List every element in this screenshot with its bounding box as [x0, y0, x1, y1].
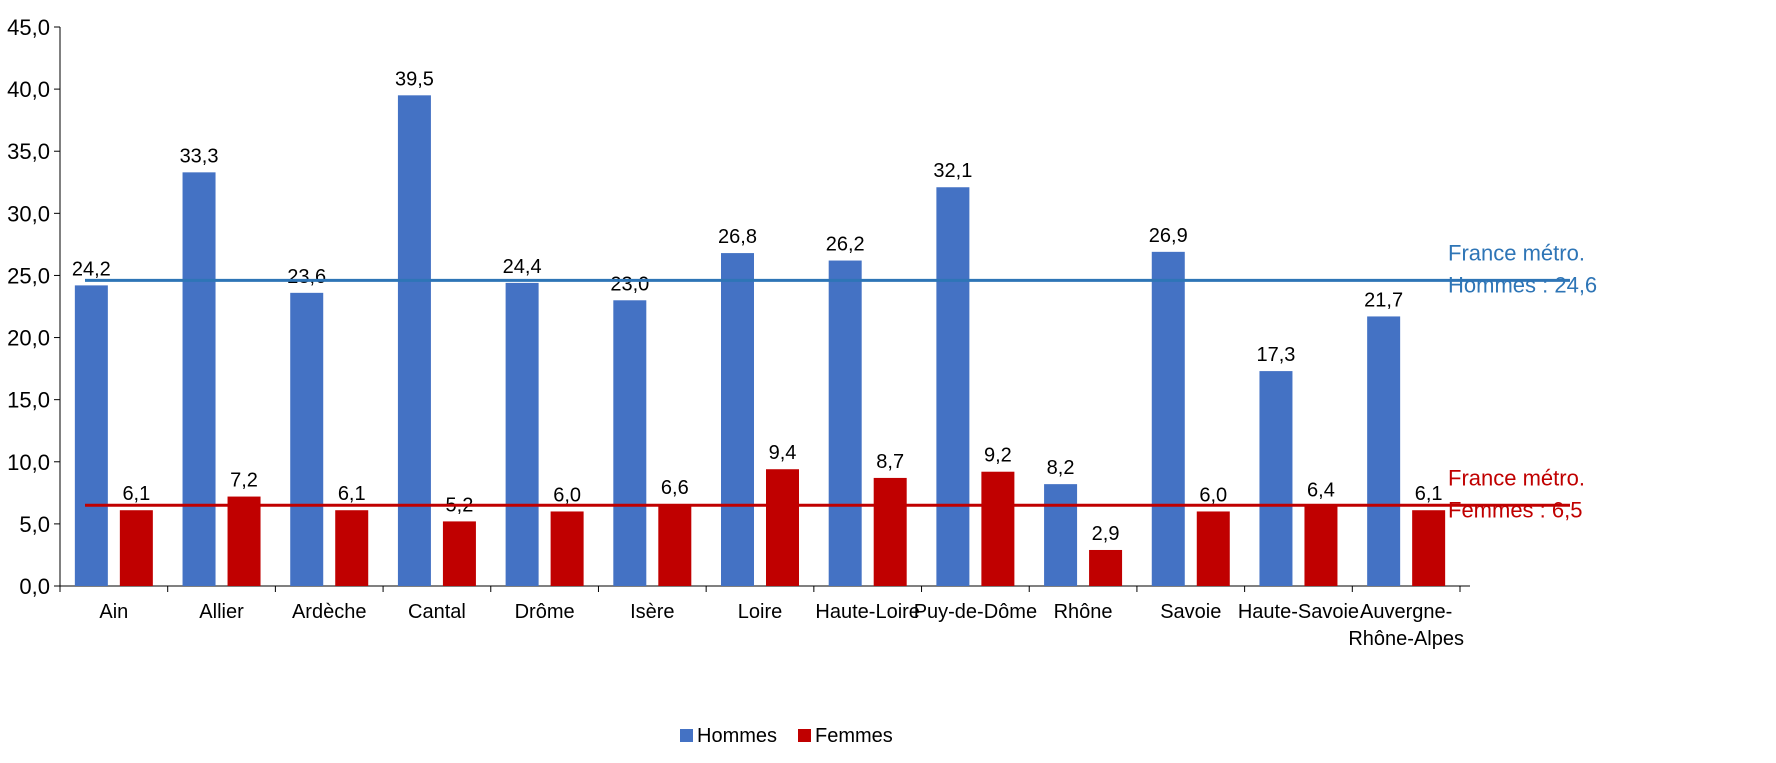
- data-label-femmes: 9,2: [984, 445, 1012, 467]
- data-label-hommes: 8,2: [1047, 457, 1075, 479]
- bar-femmes: [658, 504, 692, 586]
- x-category-label: Ain: [99, 601, 128, 623]
- y-tick-label: 0,0: [19, 574, 50, 599]
- data-label-hommes: 33,3: [180, 145, 219, 167]
- bar-femmes: [873, 477, 907, 586]
- x-category-label: Haute-Loire: [815, 601, 920, 623]
- x-category-label: Rhône-Alpes: [1348, 628, 1464, 650]
- reference-label: Hommes : 24,6: [1448, 272, 1597, 297]
- data-label-hommes: 17,3: [1256, 344, 1295, 366]
- y-tick-label: 25,0: [7, 263, 50, 288]
- x-category-label: Puy-de-Dôme: [914, 601, 1037, 623]
- bar-hommes: [1367, 316, 1401, 586]
- x-category-label: Haute-Savoie: [1238, 601, 1359, 623]
- legend-swatch-hommes: [680, 729, 693, 742]
- data-label-hommes: 23,0: [610, 273, 649, 295]
- reference-label: France métro.: [1448, 240, 1585, 265]
- data-label-hommes: 21,7: [1364, 289, 1403, 311]
- bar-hommes: [505, 282, 539, 586]
- bar-hommes: [1259, 371, 1293, 586]
- x-category-label: Allier: [199, 601, 244, 623]
- y-tick-label: 30,0: [7, 201, 50, 226]
- x-category-label: Savoie: [1160, 601, 1221, 623]
- data-label-femmes: 6,4: [1307, 479, 1335, 501]
- data-label-femmes: 6,0: [1199, 484, 1227, 506]
- data-label-femmes: 6,0: [553, 484, 581, 506]
- x-category-label: Rhône: [1054, 601, 1113, 623]
- y-tick-label: 5,0: [19, 512, 50, 537]
- x-category-label: Isère: [630, 601, 674, 623]
- y-tick-label: 10,0: [7, 450, 50, 475]
- legend-label-hommes: Hommes: [697, 725, 777, 747]
- bar-femmes: [119, 510, 153, 586]
- data-label-femmes: 9,4: [769, 442, 797, 464]
- bar-femmes: [1412, 510, 1446, 586]
- bar-femmes: [1196, 511, 1230, 586]
- bar-hommes: [397, 95, 431, 587]
- x-category-label: Loire: [738, 601, 782, 623]
- bar-hommes: [1044, 484, 1078, 586]
- bar-hommes: [1151, 251, 1185, 586]
- data-label-hommes: 26,2: [826, 234, 865, 256]
- y-tick-label: 40,0: [7, 77, 50, 102]
- bar-femmes: [227, 496, 261, 586]
- legend-swatch-femmes: [798, 729, 811, 742]
- bar-femmes: [1089, 549, 1123, 586]
- data-label-hommes: 32,1: [933, 160, 972, 182]
- reference-label: Femmes : 6,5: [1448, 497, 1582, 522]
- data-label-femmes: 6,1: [1415, 483, 1443, 505]
- bar-femmes: [981, 471, 1015, 586]
- data-label-hommes: 24,4: [503, 256, 542, 278]
- x-category-label: Drôme: [515, 601, 575, 623]
- bar-femmes: [766, 469, 799, 586]
- data-label-hommes: 24,2: [72, 258, 111, 280]
- x-category-label: Auvergne-: [1360, 601, 1452, 623]
- data-label-femmes: 8,7: [876, 451, 904, 473]
- bar-hommes: [828, 260, 862, 586]
- bar-hommes: [721, 253, 754, 586]
- data-label-hommes: 26,8: [718, 226, 757, 248]
- legend-label-femmes: Femmes: [815, 725, 893, 747]
- x-category-label: Cantal: [408, 601, 466, 623]
- bar-hommes: [182, 172, 216, 586]
- data-label-hommes: 23,6: [287, 266, 326, 288]
- reference-label: France métro.: [1448, 465, 1585, 490]
- data-label-femmes: 7,2: [230, 470, 258, 492]
- data-label-femmes: 2,9: [1092, 523, 1120, 545]
- bar-femmes: [550, 511, 584, 586]
- bar-hommes: [290, 292, 324, 586]
- bar-hommes: [936, 187, 970, 586]
- y-tick-label: 20,0: [7, 326, 50, 351]
- x-category-label: Ardèche: [292, 601, 367, 623]
- y-tick-label: 45,0: [7, 15, 50, 40]
- y-tick-label: 15,0: [7, 388, 50, 413]
- bar-hommes: [613, 300, 647, 586]
- data-label-femmes: 6,1: [338, 483, 366, 505]
- data-label-hommes: 26,9: [1149, 225, 1188, 247]
- y-tick-label: 35,0: [7, 139, 50, 164]
- data-label-femmes: 6,1: [122, 483, 150, 505]
- bar-hommes: [74, 285, 108, 586]
- bar-femmes: [1304, 506, 1338, 586]
- bar-femmes: [335, 510, 369, 586]
- bar-femmes: [442, 521, 476, 586]
- data-label-femmes: 6,6: [661, 477, 689, 499]
- data-label-hommes: 39,5: [395, 68, 434, 90]
